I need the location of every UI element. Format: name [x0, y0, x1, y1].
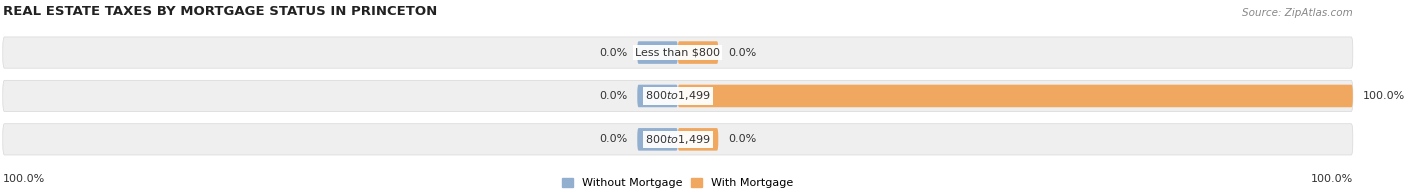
FancyBboxPatch shape — [678, 41, 718, 64]
Text: 0.0%: 0.0% — [599, 91, 627, 101]
Text: 0.0%: 0.0% — [728, 48, 756, 58]
Text: 100.0%: 100.0% — [3, 174, 45, 184]
FancyBboxPatch shape — [678, 85, 1353, 107]
FancyBboxPatch shape — [637, 41, 678, 64]
FancyBboxPatch shape — [637, 128, 678, 151]
Text: 100.0%: 100.0% — [1362, 91, 1405, 101]
FancyBboxPatch shape — [678, 128, 718, 151]
FancyBboxPatch shape — [3, 37, 1353, 68]
Text: REAL ESTATE TAXES BY MORTGAGE STATUS IN PRINCETON: REAL ESTATE TAXES BY MORTGAGE STATUS IN … — [3, 5, 437, 18]
FancyBboxPatch shape — [637, 85, 678, 107]
Text: Source: ZipAtlas.com: Source: ZipAtlas.com — [1241, 8, 1353, 18]
Text: 0.0%: 0.0% — [599, 134, 627, 144]
FancyBboxPatch shape — [3, 124, 1353, 155]
Text: $800 to $1,499: $800 to $1,499 — [645, 89, 710, 103]
Text: 100.0%: 100.0% — [1310, 174, 1353, 184]
Text: 0.0%: 0.0% — [728, 134, 756, 144]
Legend: Without Mortgage, With Mortgage: Without Mortgage, With Mortgage — [562, 178, 793, 188]
FancyBboxPatch shape — [3, 80, 1353, 112]
Text: Less than $800: Less than $800 — [636, 48, 720, 58]
Text: $800 to $1,499: $800 to $1,499 — [645, 133, 710, 146]
Text: 0.0%: 0.0% — [599, 48, 627, 58]
